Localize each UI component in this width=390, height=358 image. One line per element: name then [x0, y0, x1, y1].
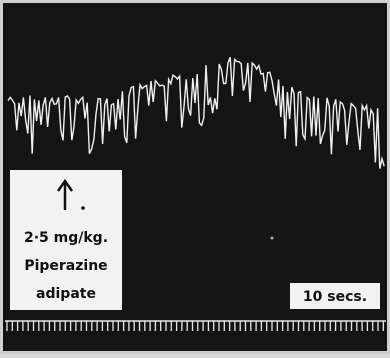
- dot: [81, 206, 85, 210]
- drug-label: adipate: [36, 286, 96, 302]
- speck: [271, 237, 274, 240]
- time-scale-label: 10 secs.: [303, 289, 367, 305]
- dose-label: 2·5 mg/kg.: [24, 230, 108, 246]
- drug-label: Piperazine: [24, 258, 107, 274]
- figure: 2·5 mg/kg. Piperazine adipate 10 secs.: [0, 0, 390, 354]
